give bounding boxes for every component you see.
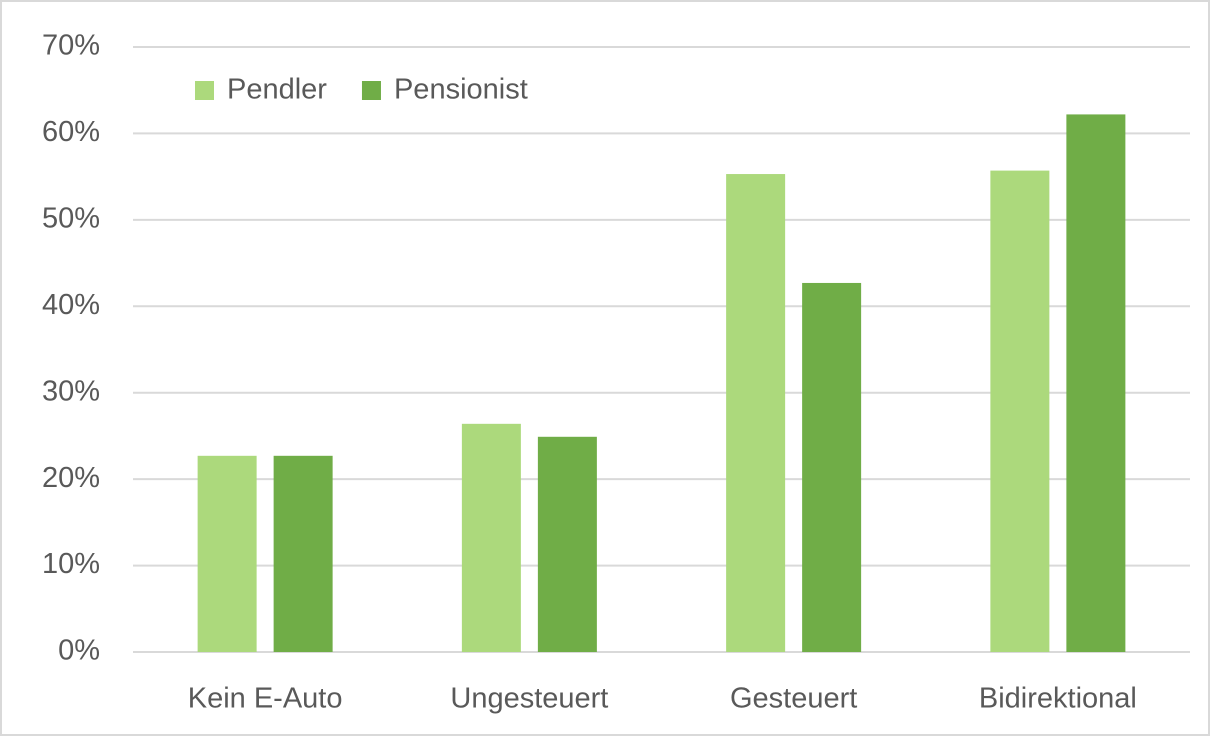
bar xyxy=(461,423,521,652)
x-tick-label: Gesteuert xyxy=(730,683,857,715)
y-tick-label: 0% xyxy=(58,635,100,667)
x-tick-label: Kein E-Auto xyxy=(188,683,343,715)
bar xyxy=(802,282,862,652)
bar xyxy=(273,455,333,652)
legend-swatch xyxy=(361,81,381,100)
y-tick-label: 20% xyxy=(42,462,100,494)
x-tick-label: Bidirektional xyxy=(979,683,1137,715)
y-tick-label: 30% xyxy=(42,375,100,407)
y-tick-label: 10% xyxy=(42,548,100,580)
bar xyxy=(990,170,1050,653)
y-tick-label: 60% xyxy=(42,116,100,148)
bar xyxy=(726,174,786,653)
y-tick-label: 70% xyxy=(42,30,100,62)
x-tick-label: Ungesteuert xyxy=(450,683,608,715)
bar xyxy=(537,436,597,652)
y-tick-label: 50% xyxy=(42,203,100,235)
legend-label: Pendler xyxy=(227,74,327,106)
legend-swatch xyxy=(195,81,214,100)
y-tick-label: 40% xyxy=(42,289,100,321)
bar xyxy=(1066,114,1126,652)
bar xyxy=(197,455,257,652)
legend-label: Pensionist xyxy=(394,74,528,106)
